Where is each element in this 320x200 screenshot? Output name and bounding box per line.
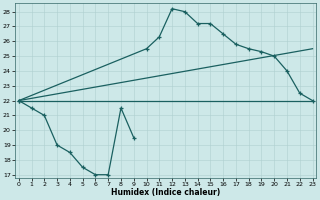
- X-axis label: Humidex (Indice chaleur): Humidex (Indice chaleur): [111, 188, 220, 197]
